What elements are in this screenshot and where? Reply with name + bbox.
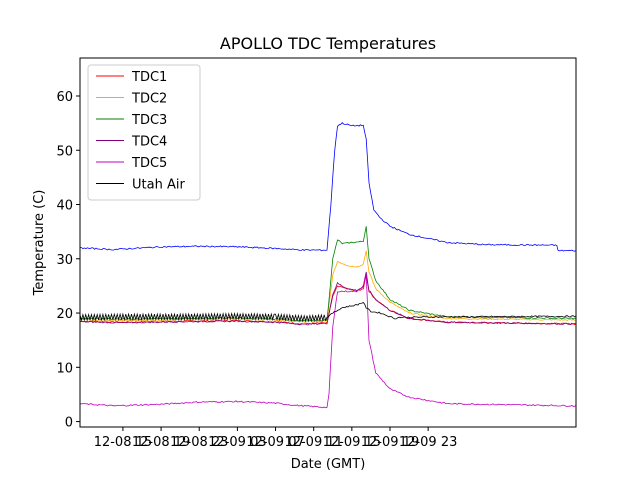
legend-label: TDC5 [131,156,167,171]
y-tick-label: 20 [56,307,73,322]
series-line-utah-air [80,302,576,323]
x-tick-label: 12-08 23 [170,435,228,450]
y-tick-label: 10 [56,361,73,376]
x-tick-label: 12-09 15 [323,435,381,450]
x-tick-label: 12-09 07 [246,435,304,450]
legend-label: TDC3 [131,113,167,128]
y-tick-label: 0 [65,416,73,431]
y-tick-label: 60 [56,90,73,105]
x-tick-label: 12-09 19 [361,435,419,450]
x-tick-label: 12-09 11 [284,435,342,450]
series-line-unlabeled [80,122,576,252]
legend-label: TDC4 [131,135,167,150]
x-axis-title: Date (GMT) [291,457,366,472]
y-axis: 0 10 20 30 40 50 60 [56,90,80,431]
legend-label: TDC2 [131,92,167,107]
x-tick-label: 12-09 03 [208,435,266,450]
legend: TDC1 TDC2 TDC3 TDC4 TDC5 Utah Air [87,64,201,201]
series-line-tdc2 [80,250,576,323]
y-tick-label: 50 [56,144,73,159]
y-tick-label: 30 [56,253,73,268]
x-tick-label: 12-08 19 [132,435,190,450]
legend-label: Utah Air [132,178,185,193]
legend-label: TDC1 [131,70,167,85]
x-tick-label: 12-08 15 [94,435,152,450]
x-tick-label: 12-09 23 [399,435,457,450]
y-tick-label: 40 [56,199,73,214]
series-line-tdc5 [80,274,576,409]
plot-frame [79,57,577,428]
y-axis-title: Temperature (C) [32,190,47,297]
plot-area [80,122,576,409]
legend-box [87,64,201,201]
chart-title: APOLLO TDC Temperatures [220,34,436,53]
